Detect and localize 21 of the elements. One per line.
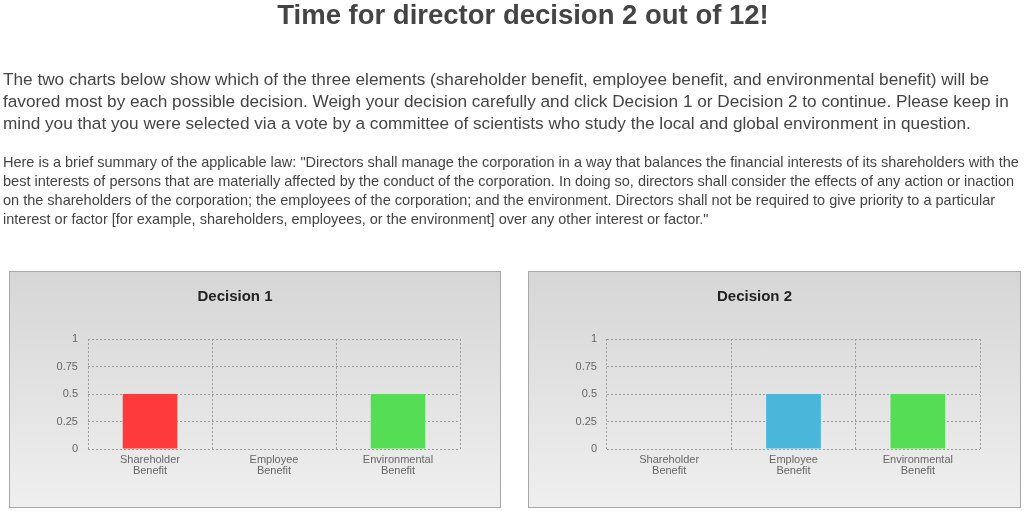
x-tick-label: Environmental Benefit: [362, 453, 434, 476]
y-tick-label: 0: [71, 442, 78, 455]
y-tick-label: 1: [590, 332, 597, 345]
chart-title: Decision 2: [716, 287, 793, 305]
y-tick-label: 0.75: [56, 359, 78, 372]
y-tick-label: 0.5: [581, 387, 597, 400]
x-tick-label: Shareholder Benefit: [120, 453, 181, 476]
text: The two charts below show which of the three elements (shareholder benefit, employee benefit, and environmental benefit) will be favored most by each possible decision. Weigh your decision carefully and click Decision 1 or Decision 2 to continue. Please keep in mind you that you were selected via a vote by a committee of scientists who study the local and global environment in question.: [3, 68, 1010, 134]
chart-title: Decision 1: [197, 287, 273, 305]
y-tick-label: 0.25: [575, 414, 597, 427]
x-tick-label: Employee Benefit: [769, 453, 818, 476]
x-tick-label: Employee Benefit: [249, 453, 299, 476]
x-tick-label: Shareholder Benefit: [639, 453, 700, 476]
text: Here is a brief summary of the applicable law: "Directors shall manage the corporation in a way that balances the financial interests of its shareholders with the best interests of persons that are materially affected by the conduct of the corporation. In doing so, directors shall consider the effects of any action or inaction on the shareholders of the corporation; the employees of the corporation; and the environment. Directors shall not be required to give priority to a particular interest or factor [for example, shareholders, employees, or the environment] over any other interest or factor.": [3, 153, 1020, 229]
x-tick-label: Environmental Benefit: [882, 453, 953, 476]
y-tick-label: 1: [71, 332, 78, 345]
y-tick-label: 0.75: [575, 359, 597, 372]
text: Time for director decision 2 out of 12!: [276, 0, 770, 30]
y-tick-label: 0.25: [56, 414, 78, 427]
y-tick-label: 0.5: [62, 387, 78, 400]
y-tick-label: 0: [590, 442, 597, 455]
